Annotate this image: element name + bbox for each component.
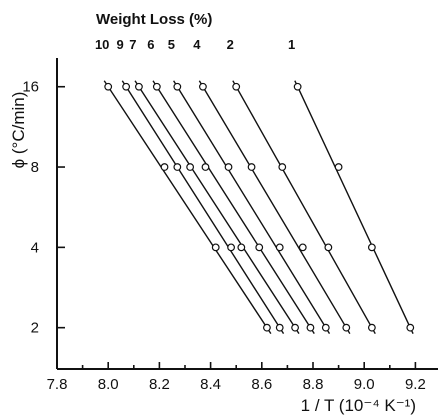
series-5: 5 xyxy=(168,37,331,335)
data-point xyxy=(186,163,195,171)
x-tick-label: 9.0 xyxy=(354,376,375,393)
x-tick-label: 8.0 xyxy=(98,376,119,393)
data-point xyxy=(291,323,299,332)
data-point xyxy=(237,243,246,252)
x-tick-label: 8.6 xyxy=(251,376,272,393)
data-point xyxy=(201,163,210,171)
series-2: 2 xyxy=(227,37,376,335)
legend-title: Weight Loss (%) xyxy=(96,11,212,28)
data-point xyxy=(321,323,330,332)
x-tick-label: 9.2 xyxy=(405,376,426,393)
series-7: 7 xyxy=(129,37,300,335)
series-line xyxy=(103,80,272,335)
data-point xyxy=(135,82,143,91)
series-layer: 10 9 7 6 5 4 2 1 xyxy=(95,37,415,335)
data-point xyxy=(324,243,333,252)
series-line xyxy=(173,80,331,335)
data-point xyxy=(160,163,169,171)
data-point xyxy=(275,243,284,252)
y-axis-title: ϕ (°C/min) xyxy=(9,92,28,169)
x-tick-label: 8.8 xyxy=(303,376,324,393)
data-point xyxy=(224,163,233,171)
series-label: 5 xyxy=(168,37,175,52)
x-tick-label: 8.2 xyxy=(149,376,170,393)
data-point xyxy=(104,82,113,91)
series-line xyxy=(134,80,300,335)
x-tick-label: 7.8 xyxy=(47,376,68,393)
data-point xyxy=(211,243,220,252)
y-tick-label: 2 xyxy=(31,320,39,337)
data-point xyxy=(152,82,161,91)
data-point xyxy=(247,163,256,171)
series-line xyxy=(232,80,376,335)
series-label: 10 xyxy=(95,37,109,52)
series-label: 6 xyxy=(147,37,154,52)
series-line xyxy=(294,80,414,334)
data-point xyxy=(173,163,182,171)
chart-axes: 7.8 8.0 8.2 8.4 8.6 8.8 9.0 9.2 2 4 8 16 xyxy=(22,58,438,393)
data-point xyxy=(232,82,241,91)
series-10: 10 xyxy=(95,37,272,335)
y-tick-label: 16 xyxy=(22,79,39,96)
series-9: 9 xyxy=(117,37,285,335)
series-line xyxy=(121,80,285,335)
series-label: 9 xyxy=(117,37,124,52)
series-4: 4 xyxy=(193,37,351,335)
x-tick-label: 8.4 xyxy=(200,376,221,393)
data-point xyxy=(227,243,235,252)
data-point xyxy=(293,82,302,91)
data-point xyxy=(278,163,287,171)
data-point xyxy=(173,82,182,91)
series-label: 2 xyxy=(227,37,234,52)
x-axis-title: 1 / T (10⁻⁴ K⁻¹) xyxy=(301,396,416,415)
data-point xyxy=(255,243,264,252)
series-6: 6 xyxy=(147,37,315,335)
y-tick-label: 8 xyxy=(31,159,39,176)
series-label: 1 xyxy=(288,37,295,52)
series-1: 1 xyxy=(288,37,415,334)
data-point xyxy=(298,243,307,252)
data-point xyxy=(406,323,415,332)
series-label: 4 xyxy=(193,37,201,52)
series-line xyxy=(198,80,351,335)
data-point xyxy=(263,323,271,332)
data-point xyxy=(306,323,315,332)
data-point xyxy=(334,163,343,171)
series-label: 7 xyxy=(129,37,136,52)
data-point xyxy=(367,323,376,332)
data-point xyxy=(122,82,131,91)
y-tick-label: 4 xyxy=(31,239,39,256)
data-point xyxy=(199,82,207,91)
series-line xyxy=(152,80,315,335)
data-point xyxy=(342,323,351,332)
data-point xyxy=(367,243,376,252)
data-point xyxy=(275,323,284,332)
